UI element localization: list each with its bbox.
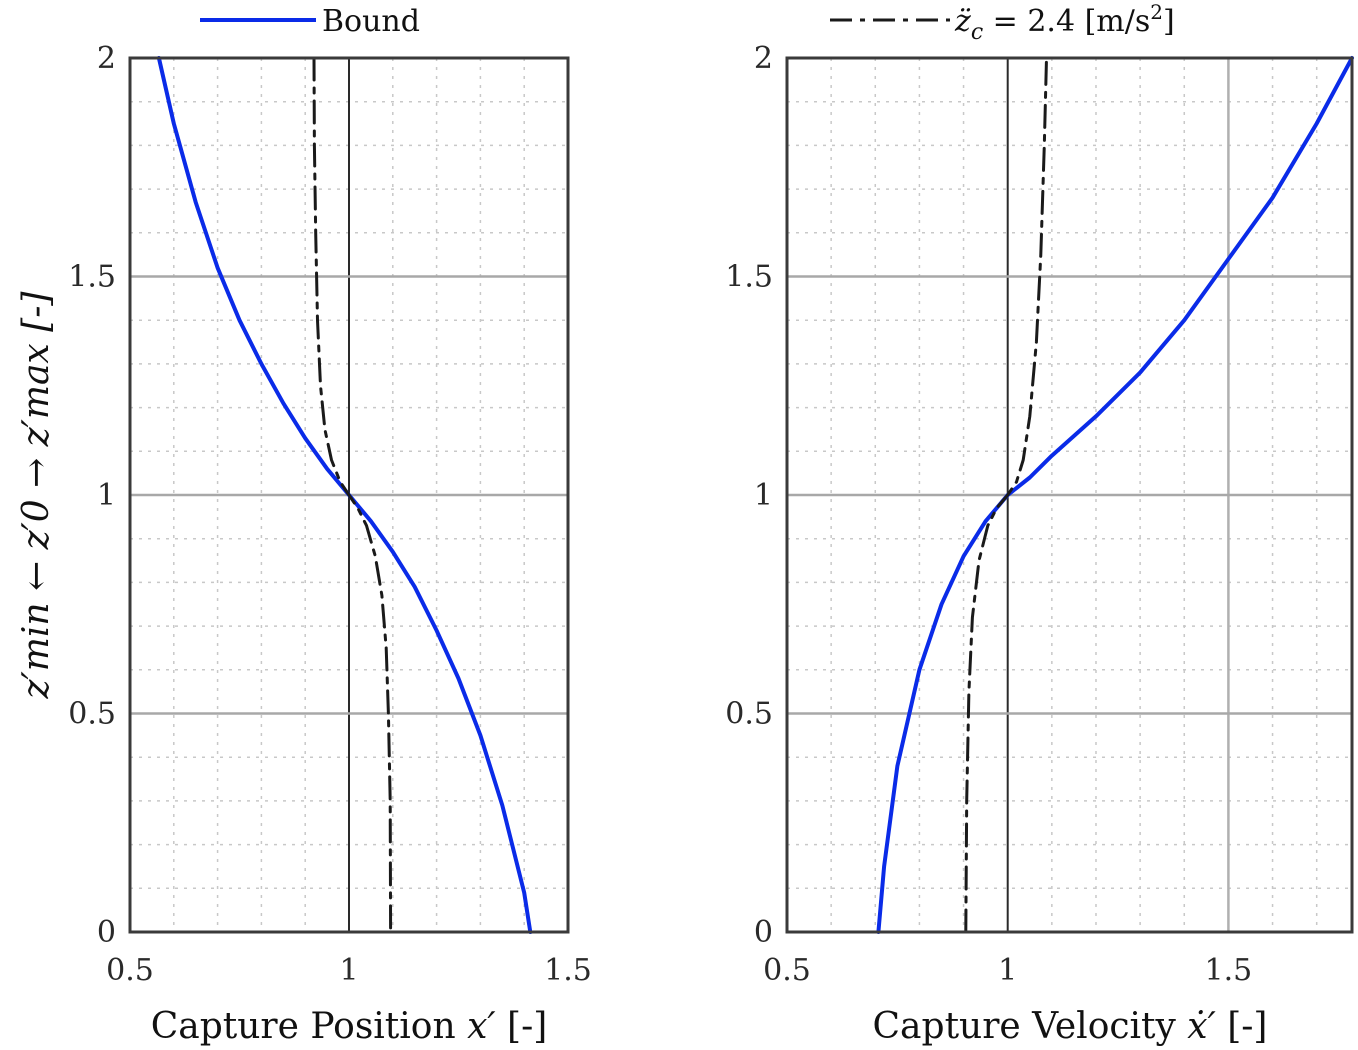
y-tick-label: 1.5 <box>68 260 116 295</box>
legend-end: ] <box>1163 4 1175 39</box>
x-tick-label: 1.5 <box>1205 953 1253 988</box>
series-line-bound <box>876 56 1354 934</box>
minor-grid <box>787 58 1352 932</box>
x-tick-label: 1.5 <box>544 953 592 988</box>
y-axis-title: z′min ← z′0 → z′max [-] <box>16 291 57 700</box>
series-line-zc <box>312 56 393 934</box>
x-tick-label: 1 <box>339 953 358 988</box>
y-tick-label: 0 <box>754 915 773 950</box>
series-line-zc <box>964 56 1048 934</box>
x-axis-title: Capture Velocity ẋ′ [-] <box>873 1006 1268 1047</box>
series-layer <box>156 56 533 934</box>
x-axis-title-variable: ẋ′ <box>1187 1006 1215 1047</box>
legend: z̈c = 2.4 [m/s2] <box>830 0 1175 45</box>
series-layer <box>876 56 1354 934</box>
y-tick-label: 0 <box>97 915 116 950</box>
y-tick-label: 0.5 <box>68 697 116 732</box>
legend-rest: = 2.4 [m/s <box>983 4 1150 39</box>
tick-labels: 0.5 1 1.500.511.52 <box>68 41 592 988</box>
y-tick-label: 0.5 <box>725 697 773 732</box>
legend: Bound <box>200 4 420 39</box>
left-plot-position: 0.5 1 1.500.511.52 Capture Position x′ [-]… <box>16 4 592 1047</box>
y-tick-label: 1 <box>754 478 773 513</box>
plot-frame <box>785 56 1354 934</box>
legend-label-zc: z̈c = 2.4 [m/s2] <box>954 0 1175 45</box>
x-axis-title-prefix: Capture Velocity <box>873 1006 1188 1047</box>
y-tick-label: 2 <box>754 41 773 76</box>
legend-sup: 2 <box>1150 0 1163 24</box>
legend-sub: c <box>971 20 983 45</box>
x-tick-label: 1 <box>998 953 1017 988</box>
x-tick-label: 0.5 <box>763 953 811 988</box>
x-axis-title-suffix: [-] <box>1216 1006 1268 1047</box>
tick-labels: 0.5 1 1.500.511.52 <box>725 41 1252 988</box>
x-axis-title: Capture Position x′ [-] <box>151 1006 548 1047</box>
x-axis-title-prefix: Capture Position <box>151 1006 467 1047</box>
y-tick-label: 1 <box>97 478 116 513</box>
x-axis-title-variable: x′ <box>467 1006 495 1047</box>
right-plot-velocity: 0.5 1 1.500.511.52 Capture Velocity ẋ′ [-]… <box>725 0 1354 1047</box>
x-tick-label: 0.5 <box>106 953 154 988</box>
y-tick-label: 1.5 <box>725 260 773 295</box>
legend-label-bound: Bound <box>322 4 420 39</box>
legend-var: z̈ <box>954 4 971 39</box>
y-tick-label: 2 <box>97 41 116 76</box>
plot-frame <box>128 56 570 934</box>
x-axis-title-suffix: [-] <box>496 1006 548 1047</box>
